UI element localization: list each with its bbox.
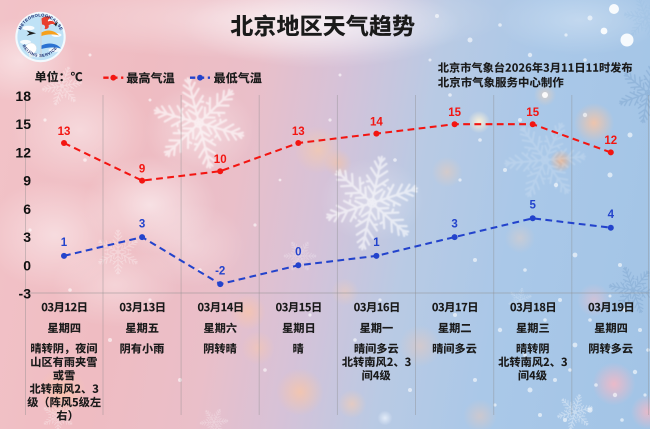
svg-text:9: 9 [23, 173, 31, 189]
svg-text:15: 15 [526, 107, 539, 119]
svg-text:10: 10 [214, 154, 227, 166]
svg-text:3: 3 [451, 218, 457, 230]
svg-text:3: 3 [139, 218, 145, 230]
svg-text:-3: -3 [19, 286, 32, 302]
svg-text:15: 15 [15, 116, 31, 132]
svg-text:12: 12 [604, 135, 617, 147]
svg-text:1: 1 [373, 237, 380, 249]
svg-text:9: 9 [139, 163, 145, 175]
svg-text:1: 1 [61, 237, 68, 249]
svg-text:4: 4 [608, 209, 615, 221]
svg-text:13: 13 [292, 126, 305, 138]
svg-text:14: 14 [370, 116, 383, 128]
svg-text:-2: -2 [215, 265, 225, 277]
svg-text:6: 6 [23, 201, 31, 217]
svg-text:12: 12 [15, 144, 31, 160]
svg-text:5: 5 [529, 200, 536, 212]
svg-text:0: 0 [23, 257, 31, 273]
svg-text:0: 0 [295, 247, 301, 259]
svg-text:18: 18 [15, 88, 31, 104]
svg-text:3: 3 [23, 229, 31, 245]
svg-text:15: 15 [448, 107, 461, 119]
svg-text:13: 13 [58, 126, 71, 138]
